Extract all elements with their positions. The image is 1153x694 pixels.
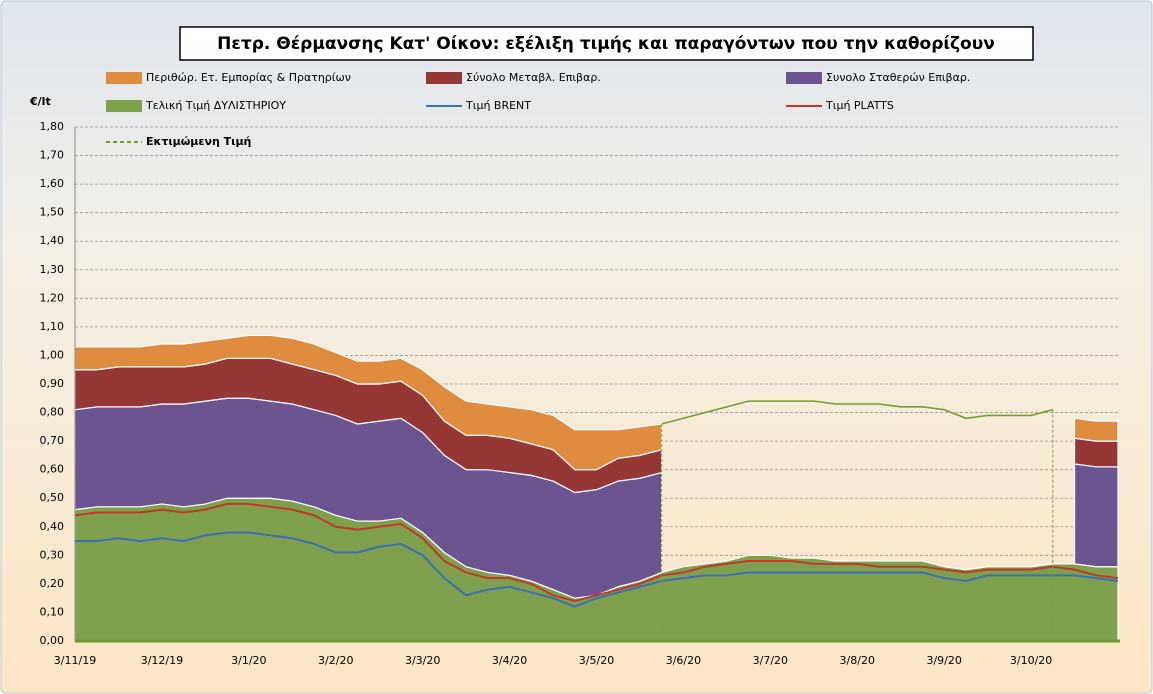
y-tick-label: 0,00 [40, 634, 65, 647]
x-tick-label: 3/5/20 [579, 654, 614, 667]
x-tick-label: 3/1/20 [231, 654, 266, 667]
x-tick-label: 3/8/20 [840, 654, 875, 667]
y-tick-label: 1,40 [40, 234, 65, 247]
y-tick-label: 1,70 [40, 149, 65, 162]
title-box [179, 26, 1034, 61]
area [1073, 417, 1119, 442]
legend-label: Σύνολο Μεταβλ. Επιβαρ. [466, 71, 601, 84]
legend-swatch [106, 72, 142, 84]
y-tick-label: 0,20 [40, 577, 65, 590]
y-tick-label: 0,80 [40, 406, 65, 419]
legend-label: Εκτιμώμενη Τιμή [146, 135, 251, 148]
x-tick-label: 3/9/20 [926, 654, 961, 667]
y-tick-label: 0,40 [40, 520, 65, 533]
y-tick-label: 1,80 [40, 120, 65, 133]
y-tick-label: 1,60 [40, 177, 65, 190]
y-tick-label: 0,10 [40, 605, 65, 618]
y-tick-label: 0,60 [40, 463, 65, 476]
legend-label: Περιθώρ. Ετ. Εμπορίας & Πρατηρίων [146, 71, 351, 84]
legend-label: Συνολο Σταθερών Επιβαρ. [826, 71, 970, 84]
y-tick-label: 0,50 [40, 491, 65, 504]
legend-label: Τιμή BRENT [465, 99, 531, 112]
legend-label: Τιμή PLATTS [825, 99, 894, 112]
legend-swatch [106, 100, 142, 112]
y-tick-label: 0,30 [40, 548, 65, 561]
y-tick-label: 1,10 [40, 320, 65, 333]
area [1073, 463, 1119, 568]
x-tick-label: 3/7/20 [753, 654, 788, 667]
area [1073, 437, 1119, 468]
y-tick-label: 1,50 [40, 206, 65, 219]
x-tick-label: 3/4/20 [492, 654, 527, 667]
line [661, 400, 1054, 425]
y-tick-label: 1,20 [40, 291, 65, 304]
line [74, 502, 1119, 603]
y-axis-label: €/lt [29, 95, 51, 108]
x-tick-label: 3/11/19 [54, 654, 96, 667]
x-tick-label: 3/2/20 [318, 654, 353, 667]
y-tick-label: 1,30 [40, 263, 65, 276]
chart-title: Πετρ. Θέρμανσης Κατ' Οίκον: εξέλιξη τιμή… [217, 34, 995, 54]
line [75, 531, 1119, 608]
x-tick-label: 3/10/20 [1010, 654, 1052, 667]
y-tick-label: 1,00 [40, 348, 65, 361]
legend-swatch [426, 72, 462, 84]
x-tick-label: 3/12/19 [141, 654, 183, 667]
legend-label: Τελική Τιμή ΔΥΛΙΣΤΗΡΙΟΥ [145, 99, 286, 112]
legend-swatch [786, 72, 822, 84]
y-tick-label: 0,70 [40, 434, 65, 447]
x-tick-label: 3/3/20 [405, 654, 440, 667]
y-tick-label: 0,90 [40, 377, 65, 390]
x-tick-label: 3/6/20 [666, 654, 701, 667]
